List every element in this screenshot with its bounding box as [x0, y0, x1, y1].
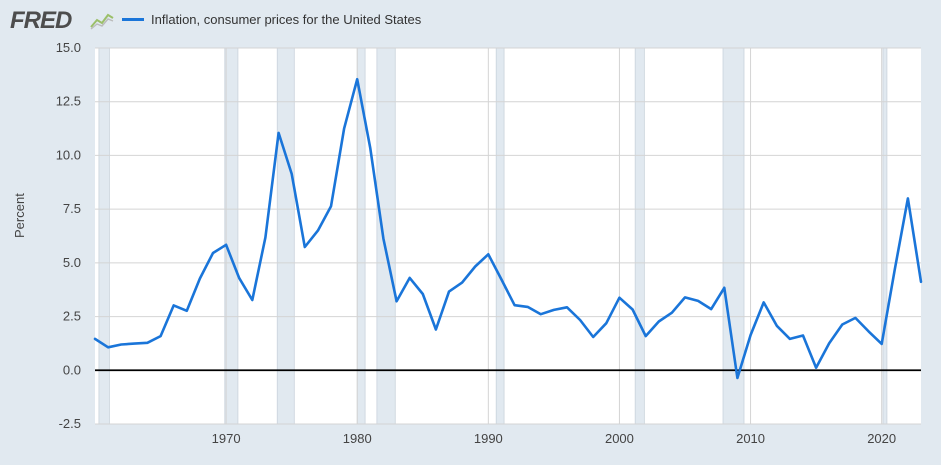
data-point: [526, 305, 530, 309]
data-point: [814, 366, 818, 370]
data-point: [709, 307, 713, 311]
data-point: [434, 327, 438, 331]
x-tick-label: 1990: [474, 431, 503, 446]
data-point: [853, 316, 857, 320]
data-point: [513, 303, 517, 307]
data-point: [447, 290, 451, 294]
chart-header: FRED Inflation, consumer prices for the …: [0, 0, 941, 40]
y-tick-label: 0.0: [63, 362, 81, 377]
data-point: [644, 334, 648, 338]
data-point: [106, 345, 110, 349]
data-point: [604, 321, 608, 325]
data-point: [762, 300, 766, 304]
data-point: [119, 343, 123, 347]
data-point: [893, 267, 897, 271]
recession-band: [98, 47, 110, 425]
data-point: [657, 320, 661, 324]
data-point: [460, 281, 464, 285]
data-point: [316, 229, 320, 233]
legend-label: Inflation, consumer prices for the Unite…: [151, 11, 422, 27]
data-point: [539, 312, 543, 316]
recession-band: [224, 47, 239, 425]
y-tick-label: 10.0: [56, 147, 81, 162]
data-point: [368, 146, 372, 150]
data-point: [827, 341, 831, 345]
data-point: [775, 324, 779, 328]
data-point: [565, 305, 569, 309]
data-point: [722, 286, 726, 290]
recession-band: [882, 47, 888, 425]
data-point: [683, 295, 687, 299]
data-point: [145, 341, 149, 345]
data-point: [788, 337, 792, 341]
data-point: [159, 334, 163, 338]
data-point: [631, 307, 635, 311]
y-tick-label: 5.0: [63, 255, 81, 270]
fred-logo[interactable]: FRED: [10, 7, 72, 34]
x-tick-label: 2010: [736, 431, 765, 446]
y-tick-label: 15.0: [56, 40, 81, 55]
inflation-series-line: [93, 77, 923, 380]
data-point: [880, 342, 884, 346]
data-point: [578, 318, 582, 322]
x-tick-label: 1970: [212, 431, 241, 446]
recession-band: [376, 47, 396, 425]
data-point: [906, 196, 910, 200]
line-chart-icon: [90, 13, 114, 30]
data-point: [329, 204, 333, 208]
data-point: [303, 245, 307, 249]
x-tick-label: 1980: [343, 431, 372, 446]
data-point: [552, 308, 556, 312]
recession-band: [276, 47, 295, 425]
data-point: [696, 299, 700, 303]
data-point: [919, 280, 923, 284]
recession-band: [634, 47, 645, 425]
data-point: [617, 296, 621, 300]
data-point: [198, 277, 202, 281]
data-point: [93, 337, 97, 341]
data-point: [355, 77, 359, 81]
data-point: [250, 298, 254, 302]
data-point: [224, 243, 228, 247]
data-point: [185, 309, 189, 313]
y-tick-label: 7.5: [63, 201, 81, 216]
x-tick-label: 2000: [605, 431, 634, 446]
data-point: [486, 252, 490, 256]
y-tick-label: 2.5: [63, 309, 81, 324]
legend-swatch: [122, 17, 144, 21]
data-point: [421, 292, 425, 296]
data-point: [867, 329, 871, 333]
data-point: [342, 127, 346, 131]
chart-legend[interactable]: Inflation, consumer prices for the Unite…: [122, 8, 421, 30]
recession-band: [495, 47, 505, 425]
data-point: [591, 335, 595, 339]
data-point: [237, 276, 241, 280]
data-point: [395, 299, 399, 303]
y-tick-label: -2.5: [59, 416, 81, 431]
data-point: [263, 236, 267, 240]
data-point: [735, 376, 739, 380]
data-point: [499, 277, 503, 281]
data-point: [172, 303, 176, 307]
plot-area: [95, 48, 921, 424]
data-point: [749, 333, 753, 337]
data-point: [290, 172, 294, 176]
data-point: [211, 251, 215, 255]
data-point: [381, 237, 385, 241]
data-point: [670, 311, 674, 315]
data-point: [801, 333, 805, 337]
data-point: [840, 323, 844, 327]
data-point: [473, 265, 477, 269]
data-point: [277, 131, 281, 135]
x-tick-label: 2020: [867, 431, 896, 446]
data-point: [408, 276, 412, 280]
data-point: [132, 342, 136, 346]
y-tick-label: 12.5: [56, 94, 81, 109]
